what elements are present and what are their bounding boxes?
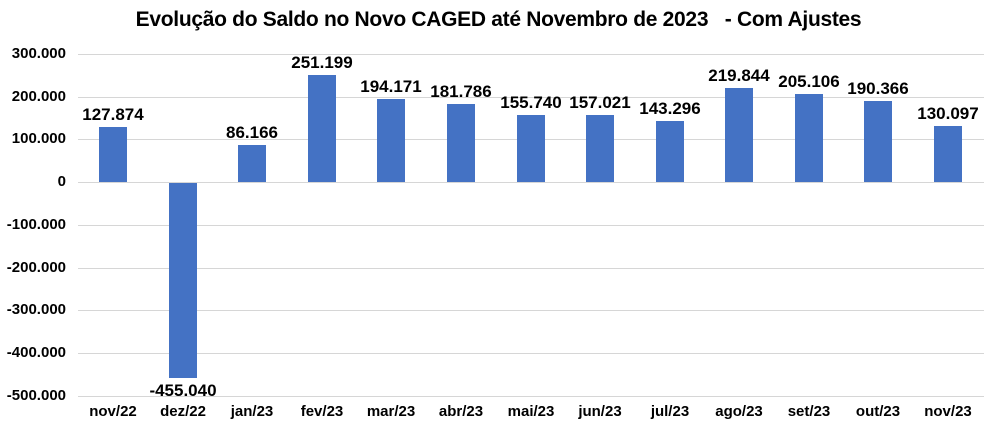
x-axis-category-label: nov/22 — [89, 403, 137, 420]
bar — [99, 127, 127, 182]
y-axis-tick-label: 100.000 — [11, 130, 66, 147]
y-axis-tick-label: -300.000 — [6, 301, 66, 318]
bar-value-label: 86.166 — [226, 123, 278, 142]
bar — [377, 99, 405, 182]
y-axis-tick-label: -200.000 — [6, 259, 66, 276]
bar-value-label: 194.171 — [360, 77, 422, 96]
x-axis-category-label: jan/23 — [230, 403, 274, 420]
y-axis-tick-label: -500.000 — [6, 387, 66, 404]
y-axis-tick-label: 300.000 — [11, 45, 66, 62]
gridline — [78, 396, 984, 397]
gridline — [78, 225, 984, 226]
bar-value-label: 130.097 — [917, 104, 979, 123]
bar-value-label: 181.786 — [430, 82, 492, 101]
gridline — [78, 310, 984, 311]
bar-value-label: 143.296 — [639, 99, 701, 118]
bar — [934, 126, 962, 182]
bar — [517, 115, 545, 182]
bar — [308, 75, 336, 182]
bar-value-label: 190.366 — [847, 79, 909, 98]
bar — [864, 101, 892, 182]
x-axis-category-label: fev/23 — [300, 403, 344, 420]
x-axis-category-label: mai/23 — [507, 403, 555, 420]
x-axis-category-label: mar/23 — [366, 403, 416, 420]
gridline — [78, 54, 984, 55]
bar — [656, 121, 684, 182]
gridline — [78, 353, 984, 354]
bar — [795, 94, 823, 182]
x-axis-category-label: set/23 — [787, 403, 831, 420]
y-axis-tick-label: 0 — [57, 173, 66, 190]
chart-title: Evolução do Saldo no Novo CAGED até Nove… — [135, 8, 862, 31]
bar — [725, 88, 753, 182]
x-axis-category-label: dez/22 — [160, 403, 206, 420]
bar — [586, 115, 614, 182]
bar — [169, 183, 197, 378]
bar-value-label: -455.040 — [149, 381, 217, 400]
gridline — [78, 97, 984, 98]
bar-value-label: 251.199 — [291, 53, 353, 72]
gridline — [78, 268, 984, 269]
bar-value-label: 155.740 — [500, 93, 562, 112]
y-axis-tick-label: -400.000 — [6, 344, 66, 361]
gridline — [78, 182, 984, 183]
bar-value-label: 205.106 — [778, 72, 840, 91]
x-axis-category-label: abr/23 — [438, 403, 484, 420]
bar-value-label: 127.874 — [82, 105, 144, 124]
y-axis-tick-label: 200.000 — [11, 88, 66, 105]
x-axis-category-label: jul/23 — [650, 403, 690, 420]
x-axis-category-label: jun/23 — [578, 403, 622, 420]
y-axis-tick-label: -100.000 — [6, 216, 66, 233]
bar-value-label: 219.844 — [708, 66, 770, 85]
bar — [238, 145, 266, 182]
x-axis-category-label: out/23 — [855, 403, 901, 420]
x-axis-category-label: ago/23 — [715, 403, 763, 420]
bar-value-label: 157.021 — [569, 93, 631, 112]
bar — [447, 104, 475, 182]
x-axis-category-label: nov/23 — [924, 403, 972, 420]
